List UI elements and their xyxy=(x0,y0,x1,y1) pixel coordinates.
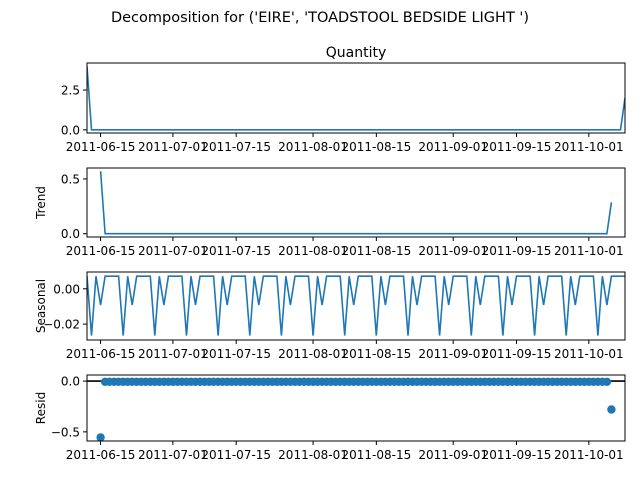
x-tick-label: 2011-09-15 xyxy=(482,347,552,361)
x-tick-label: 2011-06-15 xyxy=(66,244,136,258)
y-tick-label: 2.5 xyxy=(61,84,80,98)
x-tick-label: 2011-09-15 xyxy=(482,448,552,462)
series-line-1 xyxy=(99,171,613,235)
panel-4: Resid 0.0 −0.5 2011-06-15 2011-07-012011-07-… xyxy=(34,374,626,462)
axes-frame xyxy=(86,271,626,341)
x-tick-label: 2011-08-15 xyxy=(341,244,411,258)
x-tick-label: 2011-10-01 xyxy=(554,347,624,361)
axes-frame xyxy=(86,62,626,134)
series-line-1 xyxy=(87,66,625,131)
x-tick-label: 2011-07-01 xyxy=(138,347,208,361)
plot-area xyxy=(99,171,613,235)
y-tick-label: 0.0 xyxy=(61,375,80,389)
axes-frame xyxy=(86,167,626,238)
x-tick-label: 2011-07-15 xyxy=(201,140,271,154)
figure-suptitle: Decomposition for ('EIRE', 'TOADSTOOL BE… xyxy=(111,10,529,26)
x-tick-label: 2011-09-15 xyxy=(482,244,552,258)
y-axis-label: Trend xyxy=(34,186,48,220)
x-tick-label: 2011-09-01 xyxy=(418,347,488,361)
x-tick-label: 2011-08-01 xyxy=(278,244,348,258)
panel-title: Quantity xyxy=(326,45,387,61)
x-tick-label: 2011-09-01 xyxy=(418,244,488,258)
y-axis-label: Resid xyxy=(34,392,48,424)
x-tick-label: 2011-09-01 xyxy=(418,140,488,154)
y-axis-label: Seasonal xyxy=(34,279,48,333)
plot-area xyxy=(87,66,625,131)
x-tick-label: 2011-08-01 xyxy=(278,347,348,361)
x-tick-label: 2011-07-01 xyxy=(138,140,208,154)
y-tick-label: 0.0 xyxy=(61,227,80,241)
x-tick-label: 2011-10-01 xyxy=(554,140,624,154)
y-tick-label: 0.5 xyxy=(61,172,80,186)
y-tick-label: 0.0 xyxy=(61,123,80,137)
x-tick-label: 2011-10-01 xyxy=(554,244,624,258)
seasonal-line xyxy=(87,275,625,336)
x-tick-label: 2011-09-01 xyxy=(418,448,488,462)
resid-point xyxy=(602,377,612,386)
x-tick-label: 2011-07-15 xyxy=(201,244,271,258)
x-tick-label: 2011-06-15 xyxy=(66,448,136,462)
panel-2: Trend 0.0 0.5 2011-06-15 2011-07-012011-07-1… xyxy=(34,167,626,258)
x-tick-label: 2011-07-15 xyxy=(201,448,271,462)
x-tick-label: 2011-08-15 xyxy=(341,347,411,361)
x-tick-label: 2011-07-15 xyxy=(201,347,271,361)
x-tick-label: 2011-08-01 xyxy=(278,140,348,154)
resid-point xyxy=(96,433,105,441)
x-tick-label: 2011-08-15 xyxy=(341,448,411,462)
x-tick-label: 2011-06-15 xyxy=(66,140,136,154)
x-tick-label: 2011-10-01 xyxy=(554,448,624,462)
y-tick-label: 0.00 xyxy=(53,282,80,296)
plot-area xyxy=(87,377,625,441)
axes-frame xyxy=(86,374,626,442)
x-tick-label: 2011-08-15 xyxy=(341,140,411,154)
x-tick-label: 2011-07-01 xyxy=(138,244,208,258)
x-tick-label: 2011-07-01 xyxy=(138,448,208,462)
y-tick-label: −0.5 xyxy=(51,425,80,439)
x-tick-label: 2011-06-15 xyxy=(66,347,136,361)
x-tick-label: 2011-09-15 xyxy=(482,140,552,154)
y-tick-label: −0.02 xyxy=(43,318,80,332)
x-tick-label: 2011-08-01 xyxy=(278,448,348,462)
plot-area xyxy=(87,275,625,336)
resid-point xyxy=(607,405,616,414)
